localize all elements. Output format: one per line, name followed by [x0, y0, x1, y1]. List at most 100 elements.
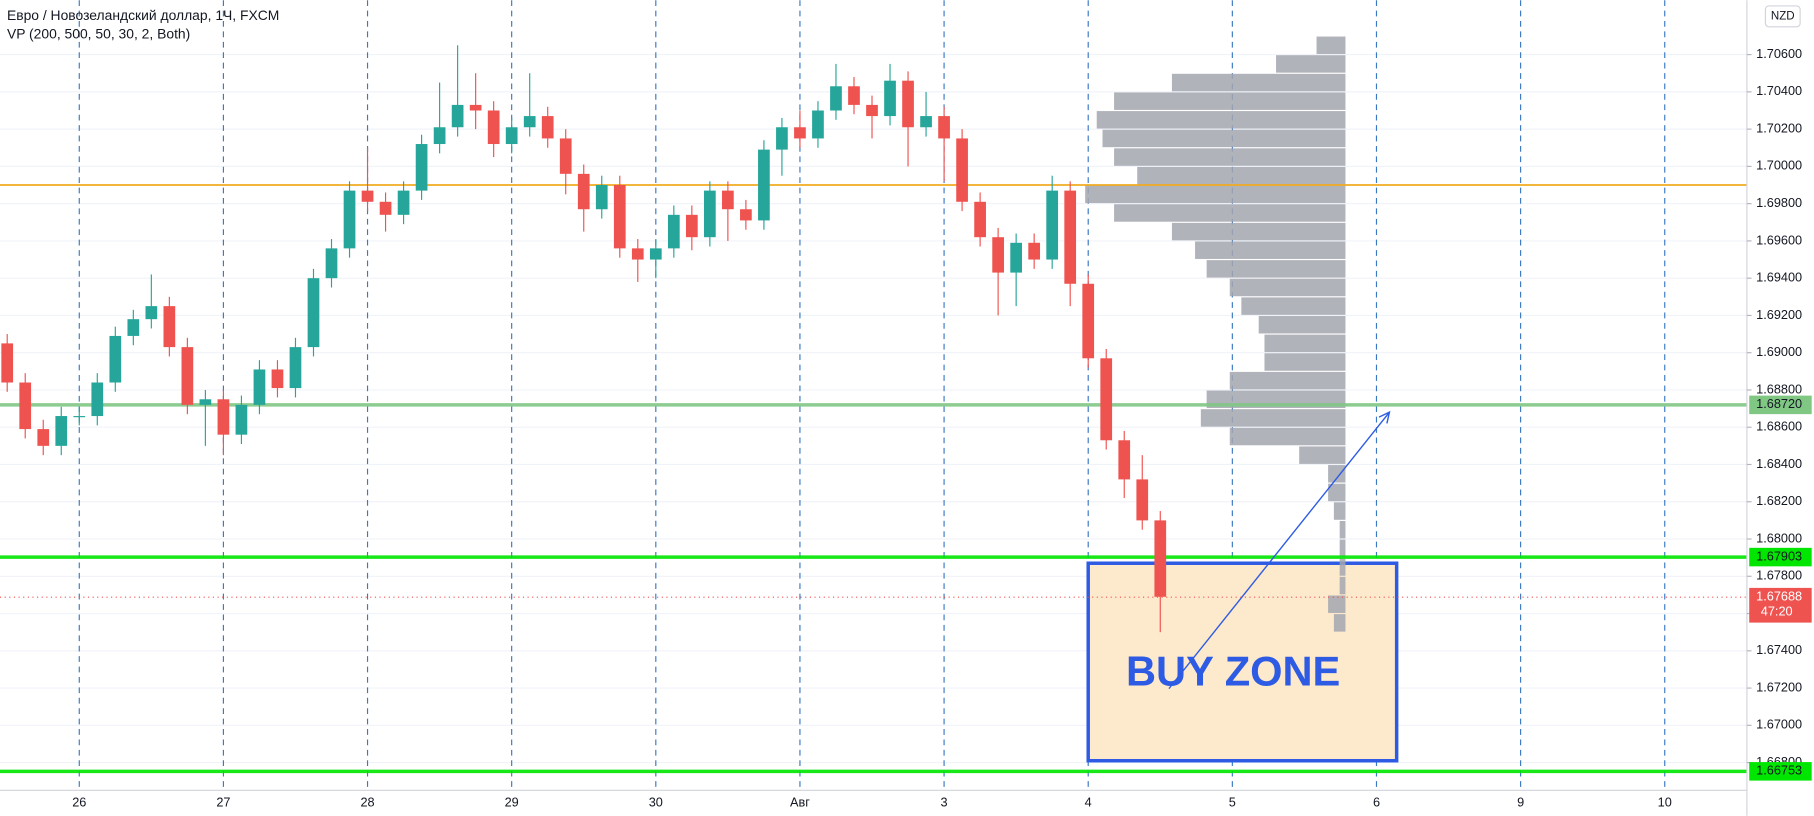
candle-body	[631, 248, 644, 260]
candle-body	[73, 416, 86, 418]
candle-body	[1136, 479, 1149, 521]
candle-body	[253, 369, 266, 405]
volume-profile-bar	[1333, 502, 1346, 520]
currency-label[interactable]: NZD	[1771, 10, 1795, 22]
y-tick-label: 1.67200	[1756, 679, 1802, 694]
candle-body	[361, 190, 374, 202]
y-tick-label: 1.68800	[1756, 381, 1802, 396]
volume-profile-bar	[1229, 371, 1346, 390]
currency-box[interactable]	[1764, 5, 1801, 28]
current-price-box	[1749, 587, 1812, 623]
candle-body	[685, 214, 698, 238]
y-tick-label: 1.70000	[1756, 158, 1802, 173]
y-tick-label: 1.69200	[1756, 307, 1802, 322]
volume-profile-bar	[1114, 92, 1346, 110]
candle-body	[613, 185, 626, 249]
y-tick-label: 1.67000	[1756, 717, 1802, 732]
candle-body	[1100, 358, 1113, 441]
y-tick-label: 1.68200	[1756, 493, 1802, 508]
volume-profile-bar	[1102, 129, 1346, 148]
y-tick-label: 1.70600	[1756, 46, 1802, 61]
y-tick-label: 1.68600	[1756, 419, 1802, 434]
candle-body	[55, 416, 68, 446]
candle-body	[199, 399, 212, 405]
candle-body	[37, 429, 50, 446]
candle-body	[307, 278, 320, 348]
volume-profile-bar	[1339, 539, 1346, 558]
volume-profile-bar	[1114, 148, 1346, 166]
candle-body	[902, 80, 914, 128]
y-tick-label: 1.69000	[1756, 344, 1802, 359]
candle-body	[379, 201, 392, 215]
candle-body	[109, 335, 122, 383]
candle-body	[776, 127, 788, 150]
candle-body	[91, 382, 104, 417]
candle-body	[992, 237, 1004, 273]
candle-body	[163, 306, 176, 348]
candle-body	[469, 104, 482, 111]
level-price-label: 1.67903	[1756, 548, 1802, 563]
candle-body	[1028, 242, 1041, 260]
candle-body	[1010, 242, 1022, 273]
candle-body	[541, 116, 554, 139]
volume-profile-bar	[1276, 55, 1346, 73]
candle-body	[704, 190, 716, 238]
candle-body	[1118, 440, 1131, 480]
candle-body	[740, 209, 752, 221]
y-tick-label: 1.70200	[1756, 120, 1802, 135]
candle-body	[1082, 283, 1095, 359]
y-tick-label: 1.68000	[1756, 530, 1802, 545]
volume-profile-bar	[1316, 36, 1346, 55]
y-tick-label: 1.70400	[1756, 83, 1802, 98]
volume-profile-bar	[1229, 427, 1346, 446]
volume-profile-bar	[1229, 278, 1346, 297]
candle-body	[1064, 190, 1077, 284]
x-tick-label: 4	[1085, 794, 1092, 809]
candle-body	[487, 110, 500, 145]
candle-body	[325, 248, 338, 279]
volume-profile-bar	[1096, 111, 1346, 129]
x-tick-label: 5	[1229, 794, 1236, 809]
volume-profile-bar	[1085, 185, 1346, 204]
candle-body	[577, 173, 590, 210]
candle-body	[559, 138, 572, 174]
candle-body	[974, 201, 986, 238]
candle-body	[1, 343, 14, 383]
candle-body	[415, 144, 428, 191]
candle-body	[235, 404, 248, 435]
candle-body	[812, 110, 824, 139]
x-tick-label: 27	[216, 794, 230, 809]
chart-title: Евро / Новозеландский доллар, 1Ч, FXCM	[7, 7, 279, 23]
candle-body	[794, 127, 806, 139]
candle-body	[523, 116, 536, 128]
candle-body	[1154, 520, 1167, 597]
arrow-head	[1378, 410, 1391, 424]
volume-profile-bar	[1299, 446, 1346, 464]
candle-body	[145, 306, 158, 320]
y-tick-label: 1.69600	[1756, 232, 1802, 247]
x-tick-label: 6	[1373, 794, 1380, 809]
candle-body	[667, 214, 680, 249]
candle-body	[848, 86, 860, 105]
candle-body	[920, 116, 932, 128]
x-tick-label: 26	[72, 794, 86, 809]
y-tick-label: 1.69800	[1756, 195, 1802, 210]
x-tick-label: 29	[505, 794, 519, 809]
candle-body	[289, 347, 302, 389]
candle-body	[938, 116, 950, 139]
candle-body	[433, 127, 446, 145]
volume-profile-bar	[1171, 222, 1346, 241]
candle-body	[758, 149, 770, 221]
candle-body	[595, 185, 608, 210]
volume-profile-bar	[1339, 576, 1346, 595]
x-tick-label: 9	[1517, 794, 1524, 809]
level-price-label: 1.68720	[1756, 396, 1802, 411]
volume-profile-bar	[1241, 297, 1346, 315]
candle-body	[830, 86, 842, 111]
candle-body	[127, 319, 140, 336]
volume-profile-bar	[1258, 316, 1346, 334]
volume-profile-bar	[1328, 465, 1346, 483]
candle-body	[722, 190, 734, 210]
